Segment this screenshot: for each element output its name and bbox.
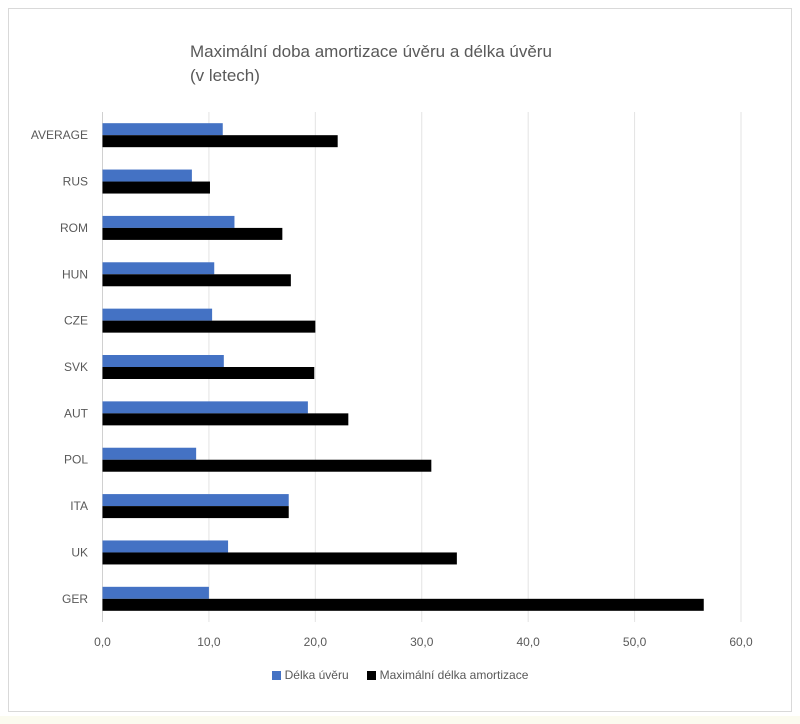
- legend-item-loan-length: Délka úvěru: [271, 668, 349, 682]
- category-label: AUT: [64, 406, 89, 420]
- bar-max-amortization: [102, 367, 315, 379]
- bar-loan-length: [102, 169, 192, 182]
- bar-loan-length: [102, 123, 223, 136]
- category-label: AVERAGE: [31, 128, 88, 142]
- category-label: UK: [71, 545, 88, 559]
- category-label: SVK: [64, 360, 88, 374]
- x-tick-label: 0,0: [94, 635, 111, 649]
- legend-item-max-amortization: Maximální délka amortizace: [366, 668, 529, 682]
- bar-loan-length: [102, 262, 215, 275]
- x-tick-label: 50,0: [623, 635, 647, 649]
- bar-max-amortization: [102, 598, 704, 611]
- x-tick-label: 10,0: [197, 635, 221, 649]
- bar-loan-length: [102, 355, 224, 367]
- subtitle-line: (v letech): [190, 66, 260, 85]
- title-line: Maximální doba amortizace úvěru a délka …: [190, 42, 552, 61]
- category-label: GER: [62, 592, 88, 606]
- bar-max-amortization: [102, 135, 338, 148]
- bar-loan-length: [102, 215, 235, 228]
- legend-label: Maximální délka amortizace: [379, 668, 529, 682]
- bar-max-amortization: [102, 413, 349, 426]
- category-label: POL: [64, 453, 88, 467]
- category-label: ITA: [70, 499, 88, 513]
- x-tick-label: 20,0: [304, 635, 328, 649]
- bar-max-amortization: [102, 227, 283, 240]
- x-tick-label: 40,0: [516, 635, 540, 649]
- bar-max-amortization: [102, 181, 210, 194]
- chart-title: Maximální doba amortizace úvěru a délka …: [190, 40, 610, 88]
- category-label: ROM: [60, 221, 88, 235]
- bar-max-amortization: [102, 459, 432, 472]
- bar-loan-length: [102, 494, 289, 507]
- bar-max-amortization: [102, 274, 291, 287]
- category-label: HUN: [62, 267, 88, 281]
- legend: Délka úvěru Maximální délka amortizace: [0, 668, 800, 682]
- bar-loan-length: [102, 586, 209, 599]
- category-label: RUS: [63, 175, 88, 189]
- bar-max-amortization: [102, 552, 457, 565]
- bar-max-amortization: [102, 506, 289, 519]
- x-tick-label: 30,0: [410, 635, 434, 649]
- bar-loan-length: [102, 540, 229, 553]
- legend-swatch-blue: [271, 670, 281, 680]
- bar-loan-length: [102, 447, 197, 460]
- legend-label: Délka úvěru: [284, 668, 349, 682]
- legend-swatch-black: [366, 670, 376, 680]
- bar-loan-length: [102, 401, 308, 414]
- bar-max-amortization: [102, 320, 316, 333]
- bottom-strip: [0, 716, 800, 724]
- category-label: CZE: [64, 314, 88, 328]
- x-tick-label: 60,0: [729, 635, 753, 649]
- bar-loan-length: [102, 308, 213, 321]
